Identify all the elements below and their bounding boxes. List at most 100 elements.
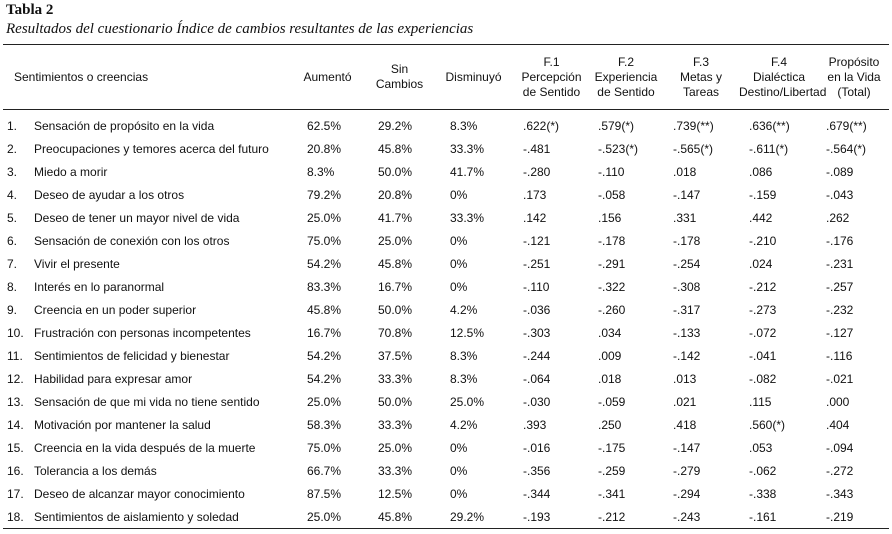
row-number: 8. xyxy=(7,279,18,294)
table-cell: -.611(*) xyxy=(749,141,789,156)
table-cell: .115 xyxy=(749,394,772,409)
row-label: Tolerancia a los demás xyxy=(34,463,157,478)
row-label: Sensación de conexión con los otros xyxy=(34,233,230,248)
row-label: Deseo de alcanzar mayor conocimiento xyxy=(34,486,245,501)
table-cell: .013 xyxy=(673,371,697,386)
row-label-cell: 16. Tolerancia a los demás xyxy=(3,459,289,482)
table-cell: -.565(*) xyxy=(673,141,714,156)
table-row: 14. Motivación por mantener la salud 58.3%… xyxy=(3,413,889,436)
table-cell: 45.8% xyxy=(378,141,413,156)
table-cell: -.142 xyxy=(673,348,701,363)
table-row: 8. Interés en lo paranormal 83.3% 16.7% 0% -.… xyxy=(3,275,889,298)
row-label-cell: 8. Interés en lo paranormal xyxy=(3,275,289,298)
table-cell: 50.0% xyxy=(378,302,413,317)
table-cell: 33.3% xyxy=(378,417,413,432)
table-cell: .250 xyxy=(598,417,622,432)
table-cell: .024 xyxy=(749,256,773,271)
row-number: 2. xyxy=(7,141,18,156)
table-cell: .393 xyxy=(523,417,547,432)
table-cell: -.244 xyxy=(523,348,551,363)
table-cell: .156 xyxy=(598,210,622,225)
table-row: 2. Preocupaciones y temores acerca del fu… xyxy=(3,137,889,160)
table-cell: 0% xyxy=(450,463,468,478)
table-cell: -.294 xyxy=(673,486,701,501)
table-cell: -.110 xyxy=(598,164,625,179)
table-cell: .034 xyxy=(598,325,622,340)
row-number: 9. xyxy=(7,302,18,317)
table-cell: 54.2% xyxy=(307,256,342,271)
column-header: Propósito en la Vida (Total) xyxy=(827,54,881,99)
table-cell: -.178 xyxy=(598,233,626,248)
row-label: Sensación de que mi vida no tiene sentid… xyxy=(34,394,260,409)
table-cell: -.212 xyxy=(749,279,777,294)
table-row: 5. Deseo de tener un mayor nivel de vida 2… xyxy=(3,206,889,229)
table-cell: -.251 xyxy=(523,256,551,271)
table-cell: 25.0% xyxy=(307,394,342,409)
table-cell: 37.5% xyxy=(378,348,413,363)
table-cell: .173 xyxy=(523,187,547,202)
row-number: 1. xyxy=(7,118,18,133)
column-header: F.3 Metas y Tareas xyxy=(679,54,722,99)
column-header: F.1 Percepción de Sentido xyxy=(521,54,582,99)
table-row: 3. Miedo a morir 8.3% 50.0% 41.7% -.280 -.110.… xyxy=(3,160,889,183)
table-cell: 25.0% xyxy=(378,440,413,455)
table-cell: .636(**) xyxy=(749,118,790,133)
table-cell: -.064 xyxy=(523,371,551,386)
row-label: Sensación de propósito en la vida xyxy=(34,118,215,133)
row-label: Deseo de ayudar a los otros xyxy=(34,187,185,202)
table-row: 4. Deseo de ayudar a los otros 79.2% 20.8% 0… xyxy=(3,183,889,206)
table-cell: 25.0% xyxy=(378,233,413,248)
row-label: Preocupaciones y temores acerca del futu… xyxy=(34,141,269,156)
table-cell: -.041 xyxy=(749,348,777,363)
table-cell: -.043 xyxy=(826,187,854,202)
table-cell: -.308 xyxy=(673,279,701,294)
table-cell: 58.3% xyxy=(307,417,342,432)
table-cell: 75.0% xyxy=(307,440,342,455)
table-cell: -.212 xyxy=(598,509,626,524)
table-cell: 87.5% xyxy=(307,486,342,501)
table-cell: .142 xyxy=(523,210,547,225)
table-cell: -.175 xyxy=(598,440,626,455)
table-cell: -.161 xyxy=(749,509,777,524)
table-cell: 4.2% xyxy=(450,302,478,317)
table-cell: 33.3% xyxy=(378,463,413,478)
table-cell: -.210 xyxy=(749,233,777,248)
table-cell: 33.3% xyxy=(378,371,413,386)
row-number: 3. xyxy=(7,164,18,179)
table-cell: -.127 xyxy=(826,325,854,340)
row-number: 11. xyxy=(7,348,23,363)
header-row: Sentimientos o creencias Aumentó Sin Camb… xyxy=(3,46,889,108)
table-cell: 8.3% xyxy=(307,164,335,179)
table-cell: -.356 xyxy=(523,463,551,478)
row-label-cell: 18. Sentimientos de aislamiento y soledad xyxy=(3,505,289,528)
top-rule xyxy=(3,44,889,45)
table-cell: -.147 xyxy=(673,187,701,202)
table-cell: -.110 xyxy=(523,279,550,294)
table-cell: -.344 xyxy=(523,486,551,501)
table-cell: 0% xyxy=(450,440,468,455)
table-cell: -.341 xyxy=(598,486,626,501)
table-cell: 33.3% xyxy=(450,210,485,225)
table-row: 7. Vivir el presente 54.2% 45.8% 0% -.251 -.29… xyxy=(3,252,889,275)
table-cell: 8.3% xyxy=(450,118,478,133)
table-cell: .404 xyxy=(826,417,850,432)
row-label: Frustración con personas incompetentes xyxy=(34,325,251,340)
column-header: Aumentó xyxy=(303,69,352,84)
column-header: Sentimientos o creencias xyxy=(14,69,149,84)
table-cell: -.094 xyxy=(826,440,854,455)
table-row: 18. Sentimientos de aislamiento y soledad… xyxy=(3,505,889,528)
row-label-cell: 17. Deseo de alcanzar mayor conocimiento xyxy=(3,482,289,505)
row-label-cell: 6. Sensación de conexión con los otros xyxy=(3,229,289,252)
table-cell: -.030 xyxy=(523,394,551,409)
row-number: 16. xyxy=(7,463,24,478)
row-label: Creencia en la vida después de la muerte xyxy=(34,440,256,455)
table-cell: 0% xyxy=(450,187,468,202)
table-cell: -.082 xyxy=(749,371,777,386)
row-number: 6. xyxy=(7,233,18,248)
table-cell: -.260 xyxy=(598,302,626,317)
table-cell: -.303 xyxy=(523,325,551,340)
table-cell: .009 xyxy=(598,348,622,363)
table-cell: -.273 xyxy=(749,302,777,317)
row-label: Sentimientos de felicidad y bienestar xyxy=(34,348,230,363)
table-cell: 12.5% xyxy=(450,325,485,340)
